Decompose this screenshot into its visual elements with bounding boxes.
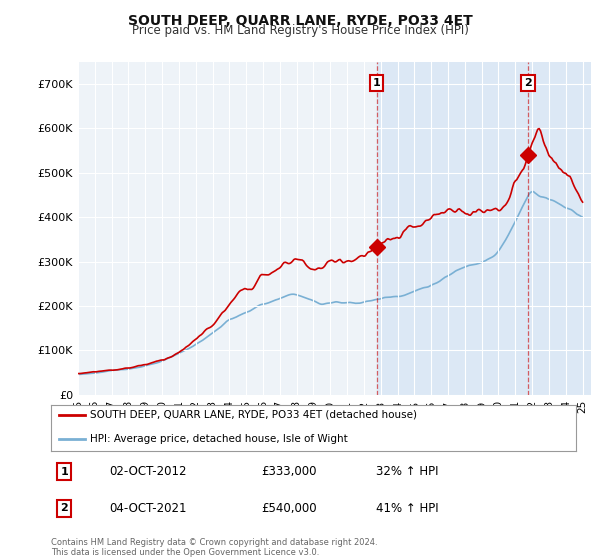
- Bar: [377, 62, 591, 395]
- Text: Price paid vs. HM Land Registry's House Price Index (HPI): Price paid vs. HM Land Registry's House …: [131, 24, 469, 37]
- Text: SOUTH DEEP, QUARR LANE, RYDE, PO33 4ET (detached house): SOUTH DEEP, QUARR LANE, RYDE, PO33 4ET (…: [91, 410, 418, 420]
- Text: 2: 2: [524, 78, 532, 88]
- Text: 1: 1: [373, 78, 380, 88]
- Text: £540,000: £540,000: [261, 502, 317, 515]
- Text: 2: 2: [60, 503, 68, 514]
- Text: 32% ↑ HPI: 32% ↑ HPI: [377, 465, 439, 478]
- Text: SOUTH DEEP, QUARR LANE, RYDE, PO33 4ET: SOUTH DEEP, QUARR LANE, RYDE, PO33 4ET: [128, 14, 472, 28]
- Text: 02-OCT-2012: 02-OCT-2012: [109, 465, 186, 478]
- Text: 04-OCT-2021: 04-OCT-2021: [109, 502, 186, 515]
- Text: 41% ↑ HPI: 41% ↑ HPI: [377, 502, 439, 515]
- Text: 1: 1: [60, 466, 68, 477]
- Text: Contains HM Land Registry data © Crown copyright and database right 2024.
This d: Contains HM Land Registry data © Crown c…: [51, 538, 377, 557]
- Text: HPI: Average price, detached house, Isle of Wight: HPI: Average price, detached house, Isle…: [91, 435, 348, 444]
- Text: £333,000: £333,000: [261, 465, 317, 478]
